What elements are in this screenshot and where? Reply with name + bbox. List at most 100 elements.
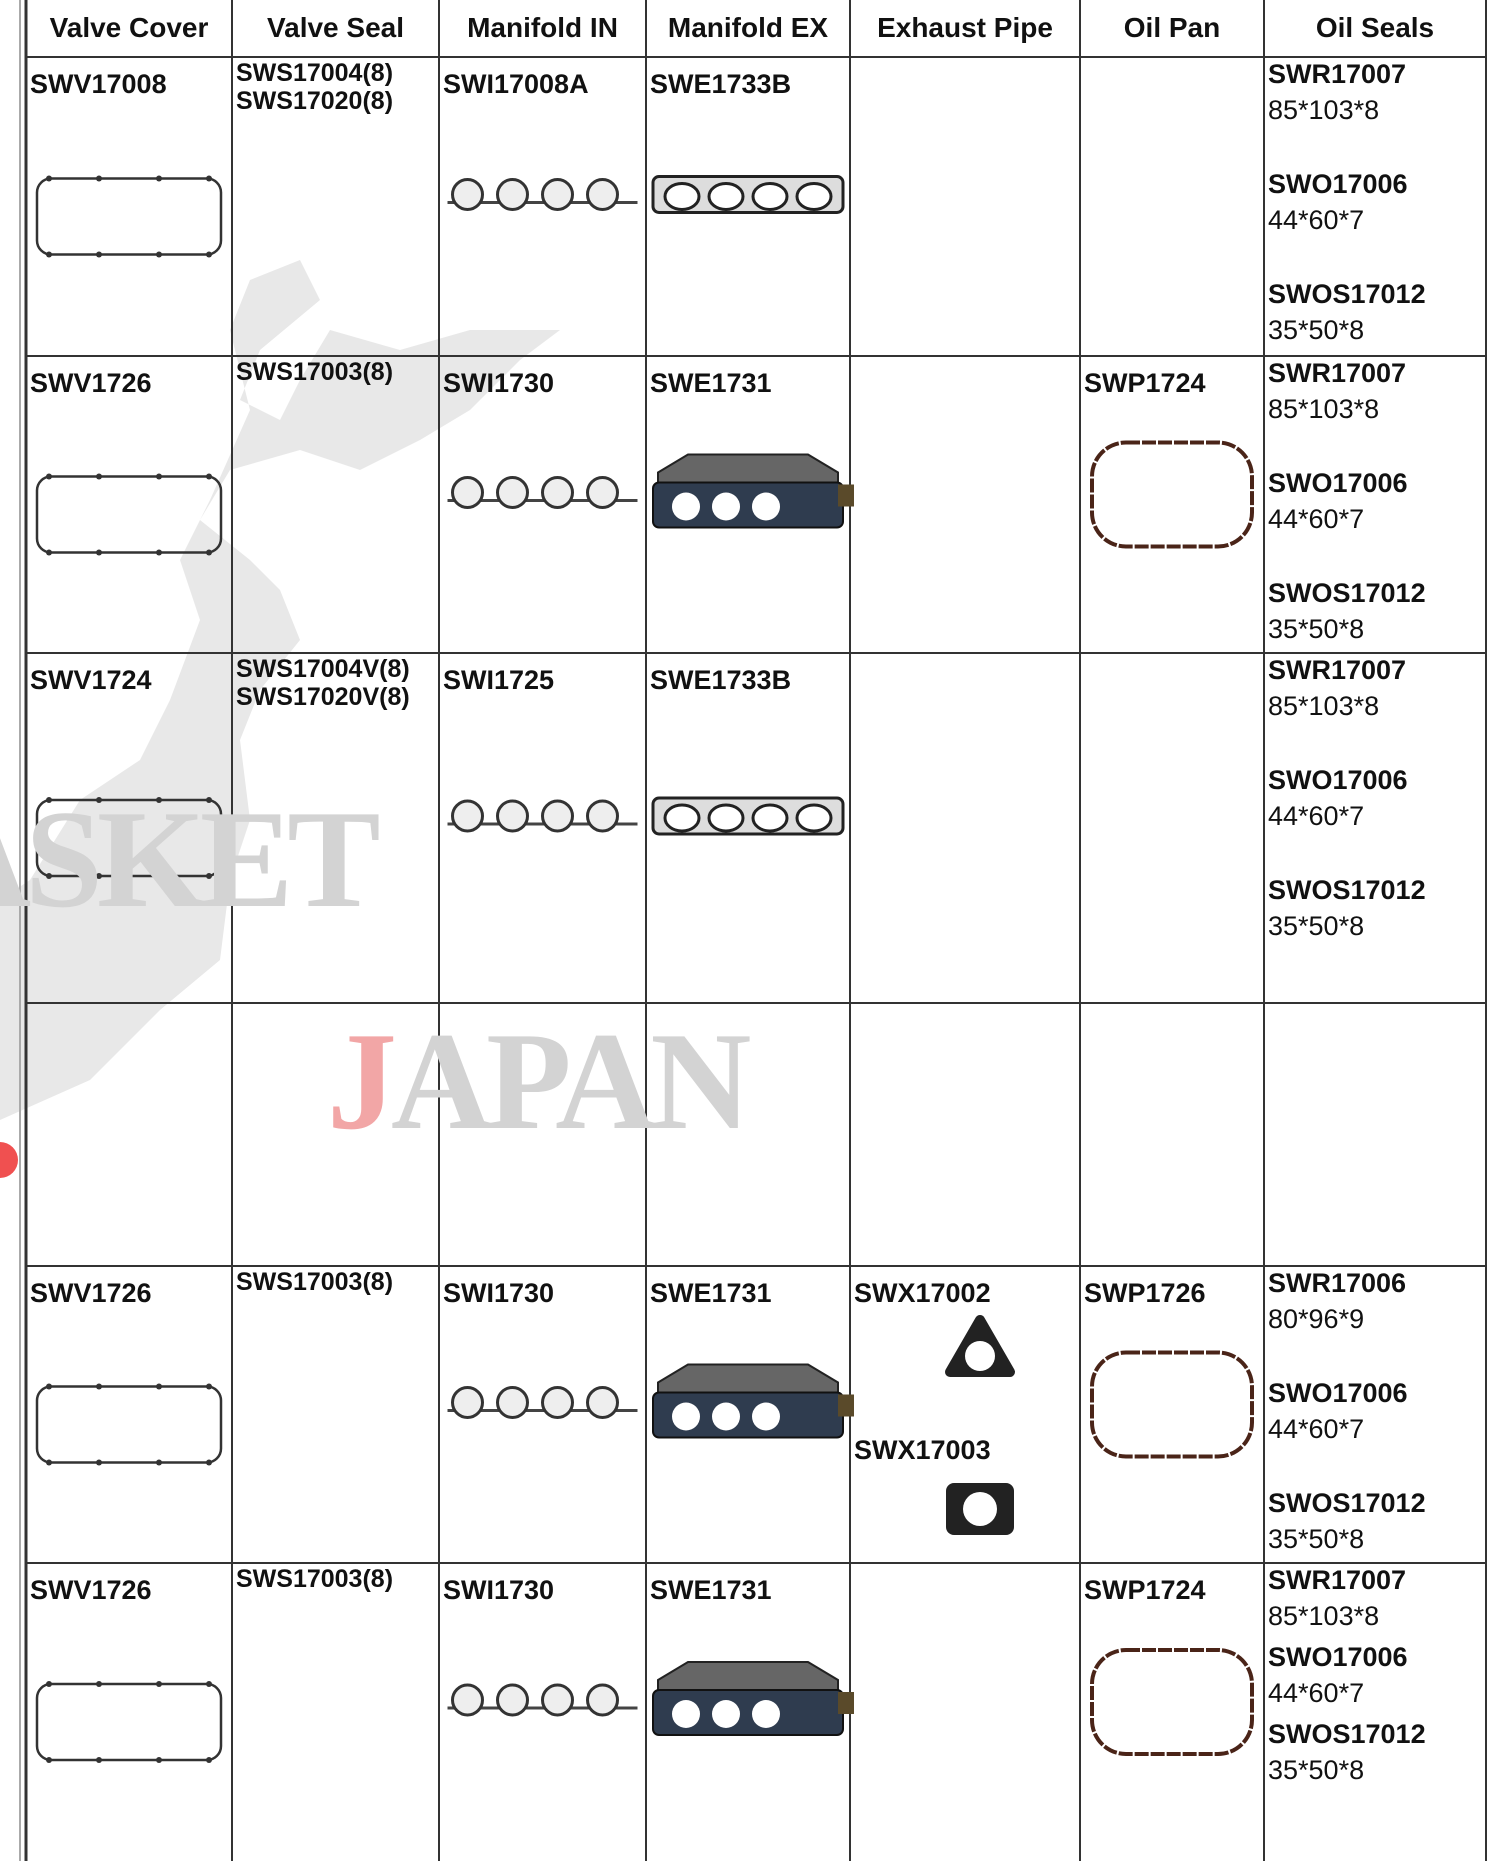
part-code: SWS17003(8) <box>236 1268 394 1296</box>
gasket-port <box>451 799 484 833</box>
gasket-image <box>945 1315 1015 1377</box>
gasket-port <box>795 182 833 211</box>
part-code: SWV17008 <box>30 69 167 99</box>
header-cell: Exhaust Pipe <box>877 12 1053 43</box>
gasket-bolt <box>156 1383 162 1390</box>
gasket-tab <box>838 484 854 507</box>
part-code: SWP1724 <box>1084 1575 1206 1605</box>
part-code: SWR17006 <box>1268 1268 1407 1298</box>
part-code: SWV1726 <box>30 1575 152 1605</box>
part-size: 44*60*7 <box>1268 504 1365 534</box>
gasket-port <box>663 803 701 833</box>
gasket-tab <box>838 1394 854 1417</box>
part-code: SWOS17012 <box>1268 279 1426 309</box>
gasket-bolt <box>156 1459 162 1466</box>
gasket-bolt <box>156 797 162 803</box>
part-size: 35*50*8 <box>1268 614 1365 644</box>
gasket-image <box>652 1661 854 1736</box>
gasket-outline <box>651 175 845 214</box>
gasket-bolt <box>156 251 162 258</box>
watermark-text: ASKET <box>0 782 381 937</box>
gasket-port <box>751 803 789 833</box>
gasket-port <box>586 476 619 509</box>
gasket-bolt <box>156 549 162 556</box>
gasket-bolt <box>46 473 52 480</box>
part-code: SWE1731 <box>650 1278 772 1308</box>
part-code: SWR17007 <box>1268 655 1407 685</box>
part-code: SWO17006 <box>1268 765 1408 795</box>
gasket-port <box>752 1402 780 1431</box>
part-code: SWO17006 <box>1268 169 1408 199</box>
gasket-image <box>1090 1648 1254 1756</box>
gasket-outline <box>1090 1648 1254 1756</box>
gasket-outline <box>35 798 223 878</box>
part-code: SWI1730 <box>443 368 555 398</box>
gasket-image <box>35 797 223 879</box>
part-size: 44*60*7 <box>1268 1414 1365 1444</box>
gasket-port <box>712 1700 740 1728</box>
part-code: SWE1733B <box>650 665 792 695</box>
gasket-image <box>946 1483 1014 1535</box>
gasket-image <box>35 1383 223 1466</box>
gasket-bolt <box>46 1757 52 1763</box>
gasket-bolt <box>206 797 212 803</box>
gasket-image <box>447 476 638 509</box>
gasket-port <box>795 803 833 833</box>
gasket-image <box>35 473 223 556</box>
gasket-bolt <box>156 873 162 879</box>
gasket-port <box>451 178 484 211</box>
gasket-bolt <box>206 873 212 879</box>
gasket-bolt <box>96 873 102 879</box>
part-code: SWOS17012 <box>1268 578 1426 608</box>
gasket-bolt <box>156 473 162 480</box>
gasket-image <box>447 1386 638 1419</box>
part-code: SWI17008A <box>443 69 589 99</box>
gasket-image <box>1090 440 1254 549</box>
gasket-bolt <box>46 175 52 182</box>
gasket-bolt <box>96 1459 102 1466</box>
part-size: 85*103*8 <box>1268 95 1380 125</box>
gasket-bolt <box>206 1681 212 1687</box>
gasket-port <box>541 1386 574 1419</box>
part-code: SWS17004(8) <box>236 59 394 87</box>
header-cell: Oil Seals <box>1315 12 1435 43</box>
gasket-bolt <box>46 873 52 879</box>
part-code: SWX17003 <box>854 1435 991 1465</box>
gasket-image <box>652 1363 854 1439</box>
header-cell: Valve Cover <box>49 12 209 43</box>
gasket-port <box>451 1386 484 1419</box>
gasket-outline <box>35 1385 223 1464</box>
gasket-bolt <box>156 1681 162 1687</box>
part-size: 35*50*8 <box>1268 911 1365 941</box>
gasket-bolt <box>46 549 52 556</box>
gasket-bolt <box>96 1383 102 1390</box>
gasket-port <box>752 492 780 521</box>
map-dot <box>0 1142 18 1178</box>
part-code: SWE1733B <box>650 69 792 99</box>
part-code: SWI1725 <box>443 665 555 695</box>
header-cell: Oil Pan <box>1123 12 1221 43</box>
part-size: 35*50*8 <box>1268 1755 1365 1785</box>
gasket-bolt <box>156 1757 162 1763</box>
gasket-port <box>672 1700 700 1728</box>
part-code: SWV1726 <box>30 368 152 398</box>
part-size: 85*103*8 <box>1268 691 1380 721</box>
gasket-bolt <box>206 549 212 556</box>
gasket-image <box>652 453 854 529</box>
part-code: SWR17007 <box>1268 1565 1407 1595</box>
gasket-bolt <box>96 175 102 182</box>
gasket-outline <box>35 177 223 256</box>
part-code: SWV1724 <box>30 665 152 695</box>
header-cell: Valve Seal <box>266 12 404 43</box>
part-size: 35*50*8 <box>1268 1524 1365 1554</box>
gasket-bolt <box>46 1681 52 1687</box>
gasket-port <box>586 1683 619 1717</box>
gasket-image <box>1090 1350 1254 1459</box>
gasket-port <box>496 178 529 211</box>
part-code: SWR17007 <box>1268 59 1407 89</box>
gasket-port <box>965 1341 995 1371</box>
gasket-port <box>963 1492 997 1526</box>
part-code: SWE1731 <box>650 1575 772 1605</box>
part-code: SWS17003(8) <box>236 1565 394 1593</box>
